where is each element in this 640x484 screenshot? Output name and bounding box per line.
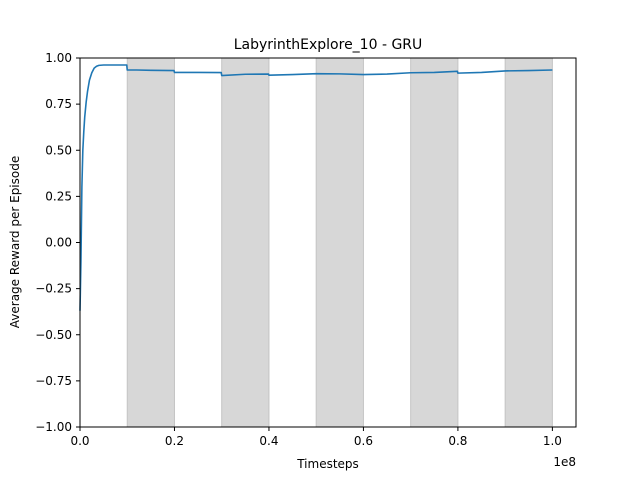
series-layer [79, 64, 553, 311]
x-tick-label: 0.0 [70, 434, 89, 448]
x-tick-label: 0.2 [165, 434, 184, 448]
y-axis-ticks: −1.00 −0.75 −0.50 −0.25 0.00 0.25 0.50 0.75 1.00 [35, 51, 80, 434]
x-tick-label: 0.4 [259, 434, 278, 448]
series-line-1 [79, 64, 553, 311]
shaded-region-2 [221, 57, 270, 428]
shaded-region-5 [504, 57, 553, 428]
x-axis-ticks: 0.0 0.2 0.4 0.6 0.8 1.0 [70, 427, 562, 448]
y-tick-label: 1.00 [45, 51, 72, 65]
shaded-region-3 [315, 57, 364, 428]
chart-title: LabyrinthExplore_10 - GRU [234, 37, 423, 53]
y-tick-label: 0.50 [45, 143, 72, 157]
y-tick-label: −1.00 [35, 420, 72, 434]
y-tick-label: −0.50 [35, 328, 72, 342]
y-tick-label: 0.25 [45, 189, 72, 203]
shaded-region-1 [126, 57, 175, 428]
x-tick-label: 0.8 [448, 434, 467, 448]
y-tick-label: −0.75 [35, 374, 72, 388]
x-axis-label: Timesteps [296, 457, 359, 471]
y-tick-label: −0.25 [35, 282, 72, 296]
shaded-region-4 [410, 57, 459, 428]
y-tick-label: 0.00 [45, 236, 72, 250]
y-axis-label: Average Reward per Episode [8, 156, 22, 328]
x-tick-label: 0.6 [354, 434, 373, 448]
y-tick-label: 0.75 [45, 97, 72, 111]
x-axis-offset-label: 1e8 [553, 455, 576, 469]
shaded-regions [126, 57, 553, 428]
x-tick-label: 1.0 [543, 434, 562, 448]
